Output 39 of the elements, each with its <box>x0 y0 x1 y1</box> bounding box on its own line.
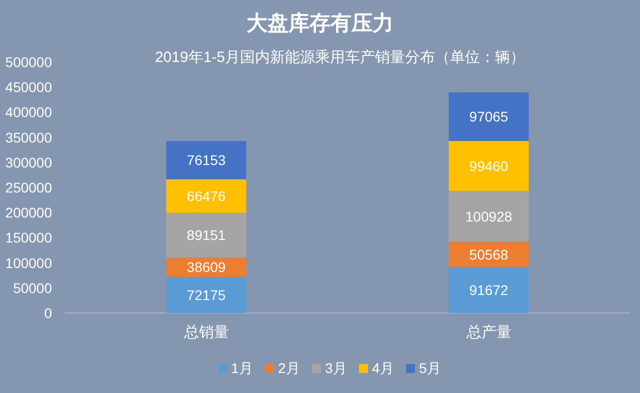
y-tick-label: 0 <box>44 305 52 321</box>
bar <box>166 141 246 180</box>
data-label: 91672 <box>469 282 508 298</box>
bar <box>166 179 246 213</box>
bar <box>448 92 529 141</box>
x-tick-label: 总产量 <box>465 324 512 341</box>
y-tick-label: 400000 <box>5 104 52 120</box>
y-tick-label: 300000 <box>5 154 52 170</box>
legend-label: 3月 <box>325 360 347 376</box>
data-label: 50568 <box>469 246 508 262</box>
y-tick-label: 350000 <box>5 129 52 146</box>
data-label: 89151 <box>186 227 226 244</box>
y-tick-label: 500000 <box>5 54 52 70</box>
x-tick-label: 总销量 <box>182 324 229 341</box>
bar <box>166 212 246 258</box>
bar <box>448 266 529 313</box>
chart-title: 大盘库存有压力 <box>246 11 394 35</box>
data-label: 72175 <box>186 286 226 303</box>
legend-label: 1月 <box>231 360 253 376</box>
y-tick-label: 100000 <box>5 254 52 271</box>
y-tick-label: 450000 <box>5 79 52 96</box>
data-label: 38609 <box>186 259 226 276</box>
legend-label: 5月 <box>419 360 441 376</box>
bar <box>448 242 529 267</box>
y-tick-label: 50000 <box>13 280 52 296</box>
data-label: 97065 <box>469 108 508 125</box>
bar <box>166 276 246 313</box>
data-label: 99460 <box>469 158 508 174</box>
bar <box>448 190 529 242</box>
chart-subtitle: 2019年1-5月国内新能源乘用车产销量分布（单位：辆） <box>154 49 526 66</box>
y-tick-label: 200000 <box>5 204 52 221</box>
legend-label: 4月 <box>372 360 394 376</box>
data-label: 66476 <box>186 188 226 204</box>
data-label: 100928 <box>465 208 512 224</box>
legend-label: 2月 <box>278 360 300 376</box>
data-label: 76153 <box>186 152 226 168</box>
bar <box>448 141 529 191</box>
y-tick-label: 150000 <box>5 230 52 246</box>
y-tick-label: 250000 <box>5 180 52 196</box>
